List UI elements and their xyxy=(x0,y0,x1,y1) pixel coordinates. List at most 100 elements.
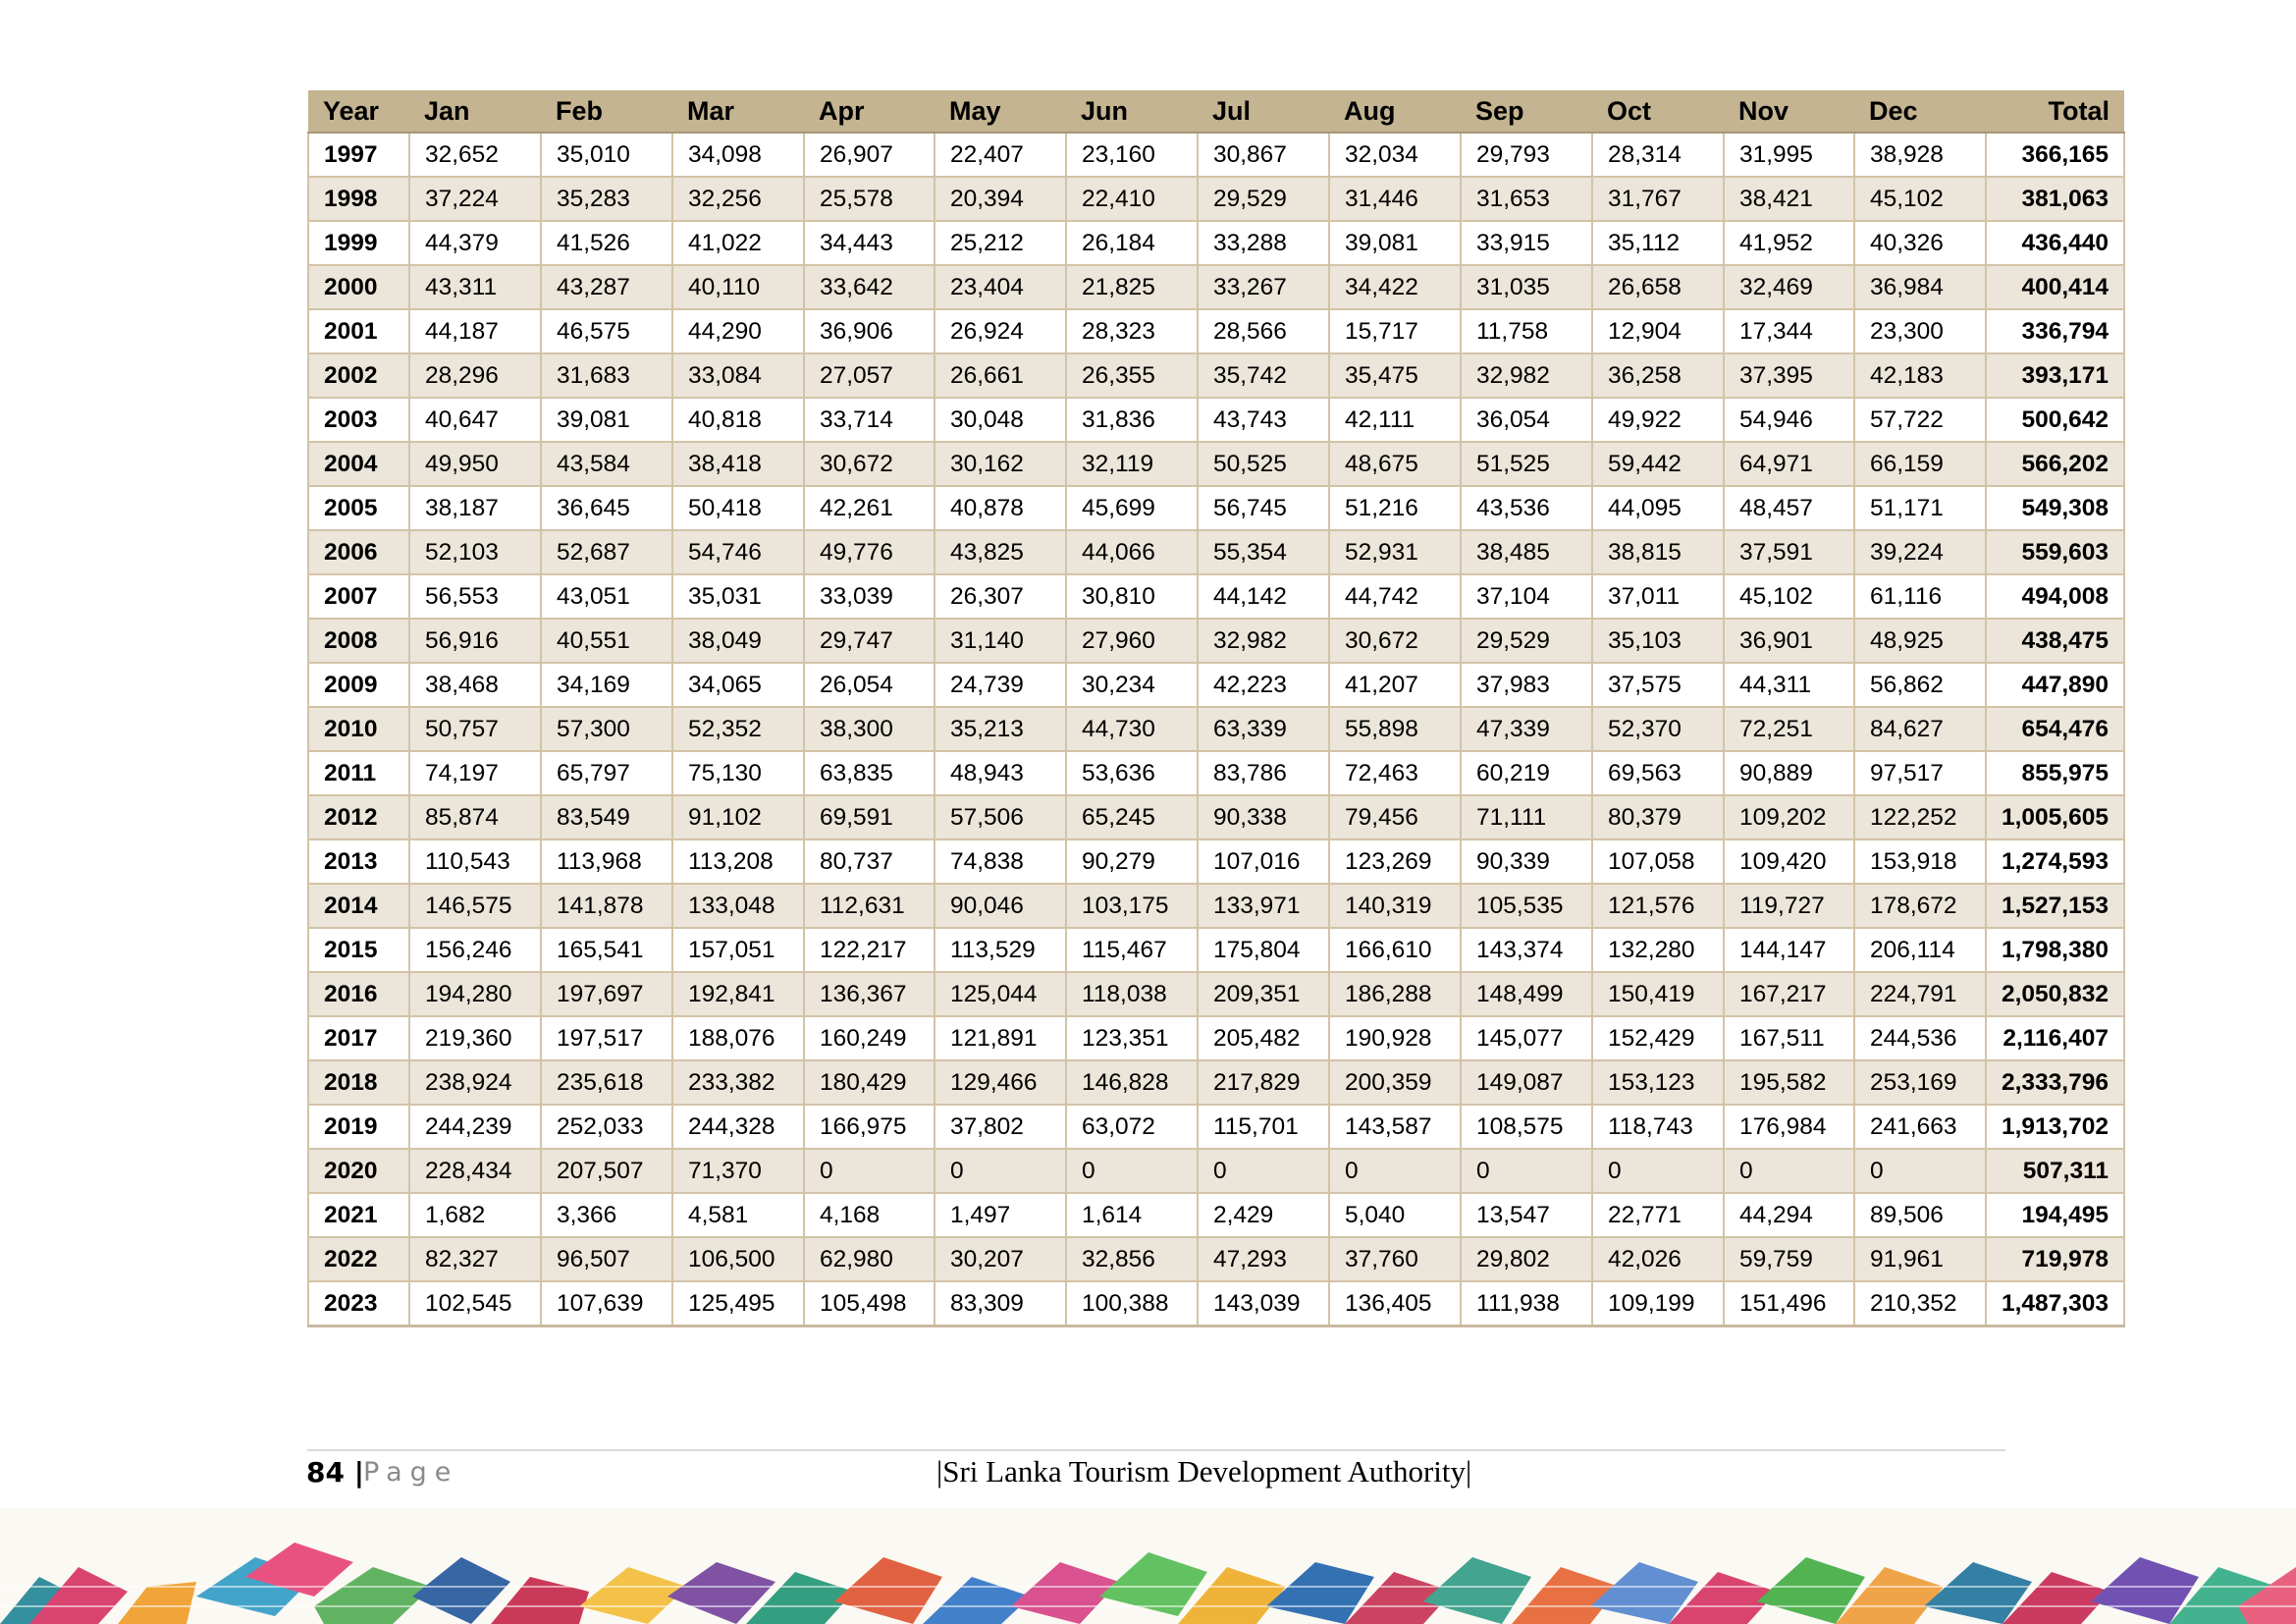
total-cell: 336,794 xyxy=(1986,309,2125,354)
month-value-cell: 100,388 xyxy=(1066,1281,1199,1327)
month-value-cell: 56,916 xyxy=(409,619,542,664)
total-cell: 1,005,605 xyxy=(1986,795,2125,840)
table-row: 2005 38,187 36,645 50,418 42,261 40,878 45,699… xyxy=(307,486,2125,531)
month-value-cell: 47,339 xyxy=(1461,707,1593,752)
month-value-cell: 3,366 xyxy=(541,1193,673,1238)
month-value-cell: 50,525 xyxy=(1198,442,1330,487)
month-value-cell: 44,142 xyxy=(1198,574,1330,620)
month-value-cell: 29,747 xyxy=(804,619,935,664)
monthly-arrivals-table: Year Jan Feb Mar Apr May Jun Jul Aug Sep Oct Nov Dec… xyxy=(307,90,2125,1327)
year-cell: 2020 xyxy=(307,1149,410,1194)
month-value-cell: 83,786 xyxy=(1198,751,1330,796)
year-cell: 2006 xyxy=(307,530,410,575)
column-header-apr: Apr xyxy=(804,90,934,134)
month-value-cell: 66,159 xyxy=(1854,442,1987,487)
month-value-cell: 41,952 xyxy=(1724,221,1855,266)
month-value-cell: 1,614 xyxy=(1066,1193,1199,1238)
month-value-cell: 207,507 xyxy=(541,1149,673,1194)
month-value-cell: 57,722 xyxy=(1854,398,1987,443)
month-value-cell: 1,682 xyxy=(409,1193,542,1238)
month-value-cell: 109,420 xyxy=(1724,839,1855,885)
month-value-cell: 71,111 xyxy=(1461,795,1593,840)
month-value-cell: 51,525 xyxy=(1461,442,1593,487)
year-cell: 2022 xyxy=(307,1237,410,1282)
month-value-cell: 38,300 xyxy=(804,707,935,752)
table-row: 2023 102,545 107,639 125,495 105,498 83,309 10… xyxy=(307,1281,2125,1327)
table-row: 2006 52,103 52,687 54,746 49,776 43,825 44,066… xyxy=(307,530,2125,575)
table-row: 2019 244,239 252,033 244,328 166,975 37,802 63… xyxy=(307,1105,2125,1150)
month-value-cell: 197,517 xyxy=(541,1016,673,1061)
month-value-cell: 71,370 xyxy=(672,1149,805,1194)
month-value-cell: 36,054 xyxy=(1461,398,1593,443)
month-value-cell: 31,767 xyxy=(1592,177,1725,222)
month-value-cell: 80,737 xyxy=(804,839,935,885)
month-value-cell: 39,224 xyxy=(1854,530,1987,575)
month-value-cell: 186,288 xyxy=(1329,972,1462,1017)
month-value-cell: 44,187 xyxy=(409,309,542,354)
month-value-cell: 41,207 xyxy=(1329,663,1462,708)
month-value-cell: 136,367 xyxy=(804,972,935,1017)
month-value-cell: 40,551 xyxy=(541,619,673,664)
month-value-cell: 42,223 xyxy=(1198,663,1330,708)
month-value-cell: 49,922 xyxy=(1592,398,1725,443)
month-value-cell: 122,217 xyxy=(804,928,935,973)
month-value-cell: 44,311 xyxy=(1724,663,1855,708)
month-value-cell: 37,575 xyxy=(1592,663,1725,708)
month-value-cell: 69,563 xyxy=(1592,751,1725,796)
month-value-cell: 31,836 xyxy=(1066,398,1199,443)
month-value-cell: 122,252 xyxy=(1854,795,1987,840)
total-cell: 1,913,702 xyxy=(1986,1105,2125,1150)
column-header-oct: Oct xyxy=(1592,90,1724,134)
total-cell: 1,274,593 xyxy=(1986,839,2125,885)
month-value-cell: 28,296 xyxy=(409,353,542,399)
month-value-cell: 63,072 xyxy=(1066,1105,1199,1150)
month-value-cell: 192,841 xyxy=(672,972,805,1017)
month-value-cell: 125,495 xyxy=(672,1281,805,1327)
table-row: 1999 44,379 41,526 41,022 34,443 25,212 26,184… xyxy=(307,221,2125,266)
table-row: 1998 37,224 35,283 32,256 25,578 20,394 22,410… xyxy=(307,177,2125,222)
month-value-cell: 32,982 xyxy=(1198,619,1330,664)
month-value-cell: 133,971 xyxy=(1198,884,1330,929)
month-value-cell: 25,578 xyxy=(804,177,935,222)
year-cell: 2012 xyxy=(307,795,410,840)
month-value-cell: 72,251 xyxy=(1724,707,1855,752)
month-value-cell: 241,663 xyxy=(1854,1105,1987,1150)
month-value-cell: 5,040 xyxy=(1329,1193,1462,1238)
month-value-cell: 34,443 xyxy=(804,221,935,266)
month-value-cell: 59,759 xyxy=(1724,1237,1855,1282)
month-value-cell: 54,946 xyxy=(1724,398,1855,443)
month-value-cell: 36,906 xyxy=(804,309,935,354)
table-row: 2009 38,468 34,169 34,065 26,054 24,739 30,234… xyxy=(307,663,2125,708)
month-value-cell: 32,034 xyxy=(1329,133,1462,178)
footer-divider xyxy=(307,1449,2005,1451)
month-value-cell: 29,529 xyxy=(1198,177,1330,222)
month-value-cell: 31,035 xyxy=(1461,265,1593,310)
month-value-cell: 252,033 xyxy=(541,1105,673,1150)
total-cell: 549,308 xyxy=(1986,486,2125,531)
column-header-jul: Jul xyxy=(1198,90,1329,134)
month-value-cell: 48,457 xyxy=(1724,486,1855,531)
month-value-cell: 29,529 xyxy=(1461,619,1593,664)
year-cell: 2014 xyxy=(307,884,410,929)
month-value-cell: 69,591 xyxy=(804,795,935,840)
month-value-cell: 44,379 xyxy=(409,221,542,266)
month-value-cell: 27,057 xyxy=(804,353,935,399)
month-value-cell: 37,011 xyxy=(1592,574,1725,620)
month-value-cell: 37,802 xyxy=(934,1105,1067,1150)
month-value-cell: 38,418 xyxy=(672,442,805,487)
month-value-cell: 40,647 xyxy=(409,398,542,443)
month-value-cell: 39,081 xyxy=(1329,221,1462,266)
month-value-cell: 43,584 xyxy=(541,442,673,487)
month-value-cell: 55,354 xyxy=(1198,530,1330,575)
month-value-cell: 31,653 xyxy=(1461,177,1593,222)
month-value-cell: 156,246 xyxy=(409,928,542,973)
column-header-jan: Jan xyxy=(409,90,541,134)
month-value-cell: 11,758 xyxy=(1461,309,1593,354)
total-cell: 436,440 xyxy=(1986,221,2125,266)
month-value-cell: 51,171 xyxy=(1854,486,1987,531)
month-value-cell: 43,311 xyxy=(409,265,542,310)
month-value-cell: 141,878 xyxy=(541,884,673,929)
total-cell: 494,008 xyxy=(1986,574,2125,620)
month-value-cell: 195,582 xyxy=(1724,1060,1855,1106)
month-value-cell: 121,576 xyxy=(1592,884,1725,929)
